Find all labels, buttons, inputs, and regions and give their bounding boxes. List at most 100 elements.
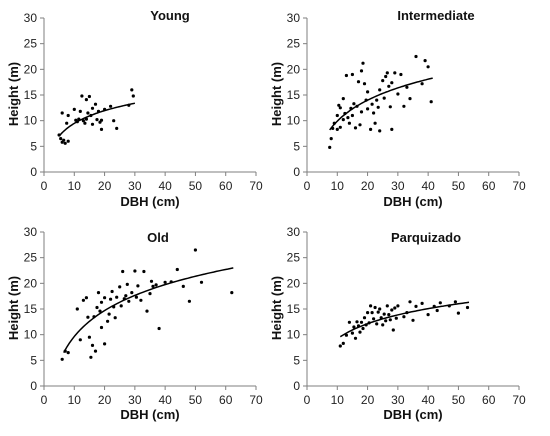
data-point xyxy=(337,103,341,107)
data-point xyxy=(426,65,430,69)
y-tick-label: 15 xyxy=(287,88,301,102)
y-tick-label: 20 xyxy=(24,62,38,76)
data-point xyxy=(414,304,418,308)
data-point xyxy=(106,319,110,323)
data-point xyxy=(149,279,154,283)
data-point xyxy=(157,326,161,331)
data-point xyxy=(355,320,359,324)
data-point xyxy=(338,344,342,348)
data-point xyxy=(358,123,362,127)
data-point xyxy=(134,295,138,299)
data-point xyxy=(142,269,146,274)
data-point xyxy=(361,326,365,331)
y-tick-label: 0 xyxy=(30,165,37,179)
data-point xyxy=(396,92,400,96)
data-point xyxy=(347,121,351,125)
y-tick-label: 0 xyxy=(293,379,300,393)
data-point xyxy=(338,106,342,110)
data-point xyxy=(187,299,191,303)
x-tick-label: 10 xyxy=(68,393,82,407)
data-point xyxy=(438,301,442,305)
data-point xyxy=(90,122,95,126)
data-point xyxy=(99,127,104,131)
y-axis-label: Height (m) xyxy=(6,276,21,340)
data-point xyxy=(390,127,394,131)
y-tick-label: 5 xyxy=(30,353,37,367)
y-tick-label: 10 xyxy=(24,328,38,342)
data-point xyxy=(84,296,88,300)
data-point xyxy=(378,129,382,133)
data-point xyxy=(385,71,389,75)
x-tick-label: 70 xyxy=(249,393,263,407)
data-point xyxy=(98,309,102,313)
data-point xyxy=(375,98,379,102)
x-tick-label: 30 xyxy=(128,179,142,193)
data-point xyxy=(181,284,185,288)
data-point xyxy=(99,300,104,304)
data-point xyxy=(372,111,376,115)
data-point xyxy=(60,357,64,361)
panel-parquizado: 0 10 20 30 40 50 60 70 0 5 10 15 20 25 30 Parquizado DBH… xyxy=(269,225,526,422)
data-point xyxy=(384,319,388,323)
data-point xyxy=(60,111,64,115)
data-point xyxy=(335,127,339,131)
data-point xyxy=(338,125,342,129)
data-point xyxy=(109,104,113,108)
data-point xyxy=(388,105,392,109)
x-tick-label: 30 xyxy=(391,393,405,407)
data-point xyxy=(362,82,367,86)
data-point xyxy=(370,311,374,315)
data-point xyxy=(86,111,90,115)
data-point xyxy=(423,59,427,63)
panel-title: Intermediate xyxy=(397,8,474,23)
x-tick-label: 70 xyxy=(512,179,526,193)
data-point xyxy=(127,299,131,303)
data-point xyxy=(375,322,379,326)
data-point xyxy=(199,280,204,284)
y-tick-label: 25 xyxy=(24,37,38,51)
data-point xyxy=(358,330,362,334)
data-point xyxy=(350,331,354,335)
y-tick-label: 30 xyxy=(24,11,38,25)
y-tick-label: 0 xyxy=(30,379,37,393)
data-point xyxy=(382,312,386,316)
x-tick-label: 50 xyxy=(189,393,203,407)
data-point xyxy=(113,316,117,320)
data-point xyxy=(72,107,76,111)
y-tick-label: 25 xyxy=(287,37,301,51)
data-point xyxy=(109,297,113,301)
trend-line xyxy=(58,102,136,137)
data-point xyxy=(87,335,91,339)
data-point xyxy=(83,121,87,125)
x-tick-label: 60 xyxy=(219,393,233,407)
data-point xyxy=(90,343,95,347)
data-point xyxy=(78,338,82,342)
data-point xyxy=(95,118,99,122)
data-point xyxy=(372,317,376,321)
data-point xyxy=(347,320,351,324)
data-point xyxy=(369,304,373,308)
data-point xyxy=(402,104,406,108)
y-tick-label: 30 xyxy=(287,11,301,25)
y-axis-label: Height (m) xyxy=(6,62,21,126)
data-point xyxy=(93,102,98,106)
y-tick-label: 0 xyxy=(293,165,300,179)
data-point xyxy=(130,88,134,92)
data-point xyxy=(328,145,332,149)
x-axis-label: DBH (cm) xyxy=(120,194,179,209)
data-point xyxy=(453,300,457,304)
y-tick-label: 20 xyxy=(24,276,38,290)
data-point xyxy=(429,100,433,104)
data-point xyxy=(394,316,398,320)
y-tick-label: 15 xyxy=(24,88,38,102)
data-point xyxy=(335,113,339,118)
data-point xyxy=(107,312,111,316)
data-point xyxy=(125,282,129,286)
data-point xyxy=(175,267,179,272)
data-point xyxy=(376,310,380,314)
data-point xyxy=(151,284,155,288)
trend-line xyxy=(339,301,470,338)
data-point xyxy=(124,294,128,298)
data-point xyxy=(62,138,66,142)
data-point xyxy=(341,341,345,345)
